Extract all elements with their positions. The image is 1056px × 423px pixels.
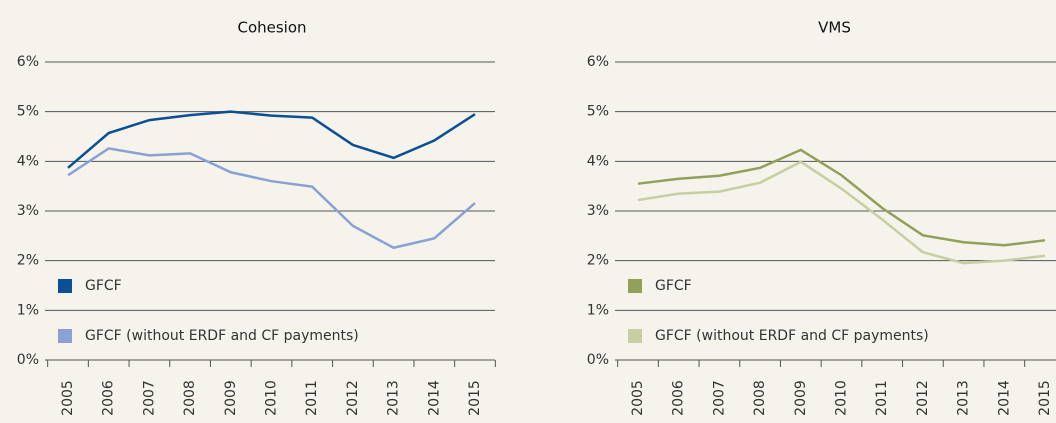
series-line <box>67 147 476 250</box>
x-tick-label: 2014 <box>996 380 1012 416</box>
y-tick-label: 4% <box>17 153 39 169</box>
x-tick-label: 2012 <box>915 380 931 416</box>
x-tick-label: 2008 <box>182 380 198 416</box>
x-tick-label: 2006 <box>101 380 117 416</box>
y-tick-label: 3% <box>587 203 609 219</box>
x-tick-label: 2013 <box>386 380 402 416</box>
x-tick-label: 2013 <box>956 380 972 416</box>
y-tick-label: 5% <box>587 104 609 120</box>
legend-swatch <box>628 279 642 293</box>
x-tick-label: 2014 <box>426 380 442 416</box>
x-tick-label: 2007 <box>141 380 157 416</box>
series-line <box>637 148 1046 247</box>
x-tick-label: 2012 <box>345 380 361 416</box>
y-tick-label: 2% <box>17 253 39 269</box>
legend-label: GFCF <box>655 278 692 294</box>
legend-label: GFCF <box>85 278 122 294</box>
chart-title: Cohesion <box>237 19 306 37</box>
x-tick-label: 2010 <box>264 380 280 416</box>
x-tick-label: 2006 <box>671 380 687 416</box>
legend-swatch <box>628 329 642 343</box>
x-tick-label: 2008 <box>752 380 768 416</box>
legend-label: GFCF (without ERDF and CF payments) <box>655 328 929 344</box>
x-tick-label: 2005 <box>60 380 76 416</box>
y-tick-label: 1% <box>17 302 39 318</box>
y-tick-label: 5% <box>17 104 39 120</box>
y-tick-label: 6% <box>17 54 39 70</box>
x-tick-label: 2009 <box>223 380 239 416</box>
y-tick-label: 2% <box>587 253 609 269</box>
y-tick-label: 0% <box>587 352 609 368</box>
y-tick-label: 4% <box>587 153 609 169</box>
y-tick-label: 6% <box>587 54 609 70</box>
x-tick-label: 2010 <box>834 380 850 416</box>
chart-title: VMS <box>818 19 851 37</box>
x-tick-label: 2009 <box>793 380 809 416</box>
series-line <box>67 110 476 169</box>
y-tick-label: 0% <box>17 352 39 368</box>
legend-swatch <box>58 279 72 293</box>
x-tick-label: 2011 <box>874 380 890 416</box>
y-tick-label: 3% <box>17 203 39 219</box>
y-tick-label: 1% <box>587 302 609 318</box>
x-tick-label: 2007 <box>711 380 727 416</box>
x-tick-label: 2005 <box>630 380 646 416</box>
x-tick-label: 2015 <box>467 380 483 416</box>
x-tick-label: 2011 <box>304 380 320 416</box>
legend-label: GFCF (without ERDF and CF payments) <box>85 328 359 344</box>
x-tick-label: 2015 <box>1037 380 1053 416</box>
legend-swatch <box>58 329 72 343</box>
series-line <box>637 160 1046 265</box>
